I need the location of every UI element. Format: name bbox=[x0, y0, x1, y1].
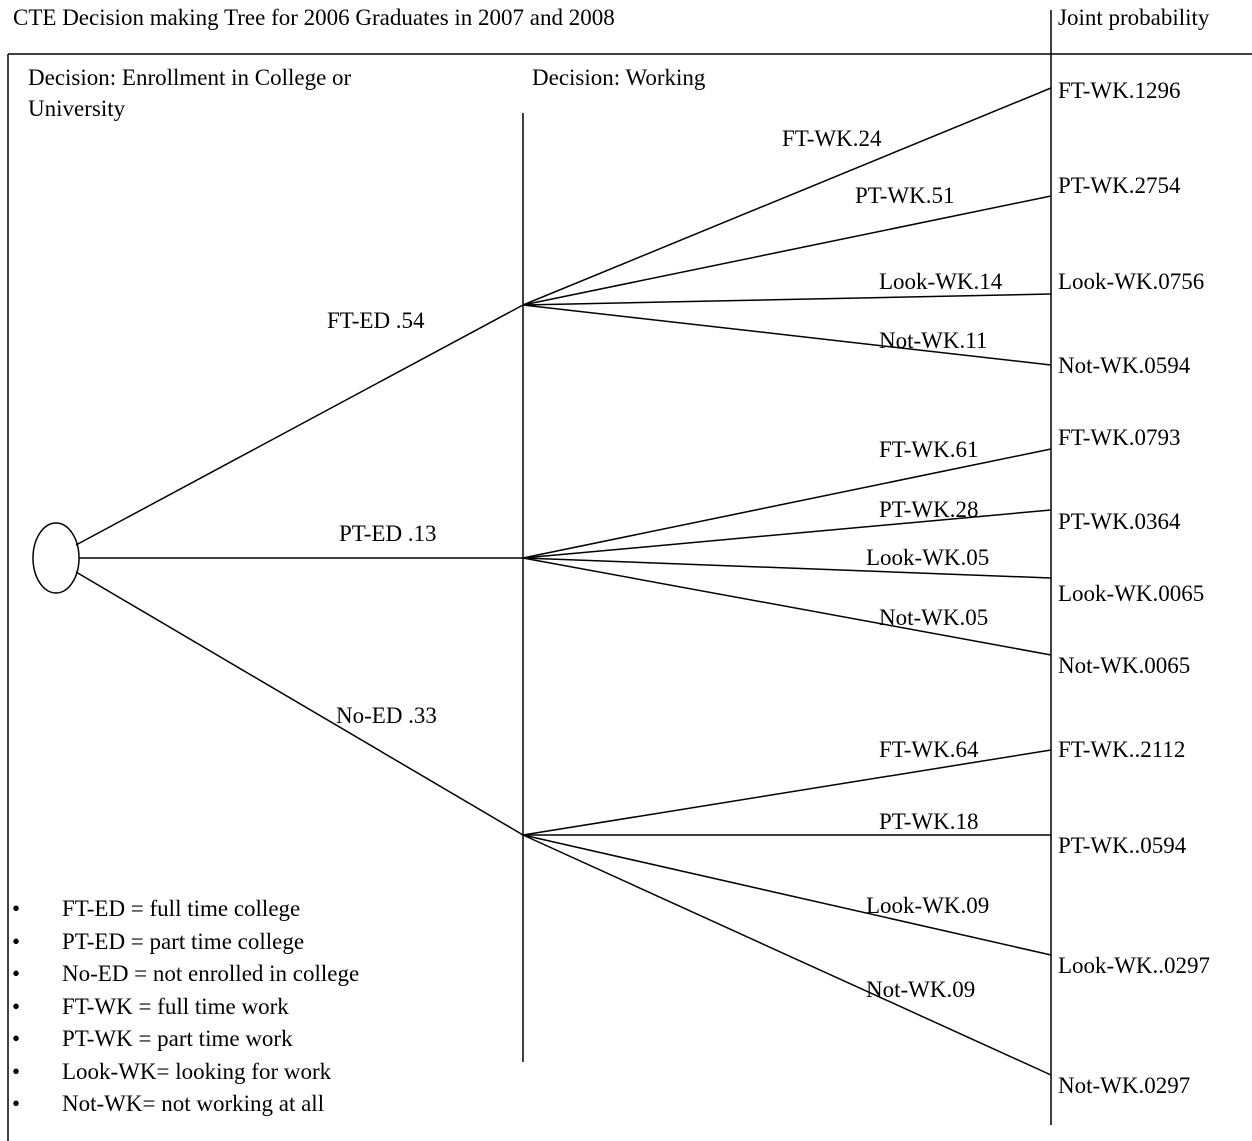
sub-label-pt-ed-pt-wk: PT-WK.28 bbox=[879, 497, 978, 522]
pt-ed-ft-wk-line bbox=[522, 448, 1052, 559]
pt-ed-pt-wk-line bbox=[522, 509, 1052, 559]
sub-label-no-ed-ft-wk: FT-WK.64 bbox=[879, 737, 979, 762]
pt-ed-not-wk-line bbox=[522, 557, 1052, 656]
ft-ed-ft-wk-line bbox=[522, 87, 1052, 306]
ft-ed-pt-wk-line bbox=[522, 195, 1052, 306]
joint-pt-ed-look-wk: Look-WK.0065 bbox=[1058, 581, 1204, 606]
sub-label-ft-ed-not-wk: Not-WK.11 bbox=[879, 328, 987, 353]
sub-label-no-ed-pt-wk: PT-WK.18 bbox=[879, 809, 978, 834]
joint-ft-ed-look-wk: Look-WK.0756 bbox=[1058, 269, 1204, 294]
joint-probability-header: Joint probability bbox=[1058, 5, 1210, 30]
root-node bbox=[32, 522, 80, 594]
joint-no-ed-look-wk: Look-WK..0297 bbox=[1058, 953, 1210, 978]
sub-label-pt-ed-look-wk: Look-WK.05 bbox=[866, 545, 989, 570]
joint-no-ed-pt-wk: PT-WK..0594 bbox=[1058, 833, 1187, 858]
ft-ed-not-wk-line bbox=[522, 304, 1052, 366]
enrollment-decision-header-line1: Decision: Enrollment in College or bbox=[28, 65, 352, 90]
branch-label-ft-ed: FT-ED .54 bbox=[327, 308, 425, 333]
no-ed-look-wk-line bbox=[522, 834, 1052, 956]
sub-label-pt-ed-not-wk: Not-WK.05 bbox=[879, 605, 988, 630]
legend-item: FT-ED = full time college bbox=[12, 893, 359, 926]
diagram-title: CTE Decision making Tree for 2006 Gradua… bbox=[13, 5, 615, 30]
sub-label-no-ed-look-wk: Look-WK.09 bbox=[866, 893, 989, 918]
sub-label-pt-ed-ft-wk: FT-WK.61 bbox=[879, 437, 978, 462]
legend-item: Look-WK= looking for work bbox=[12, 1056, 359, 1089]
pt-ed-look-wk-line bbox=[522, 557, 1052, 579]
sub-label-ft-ed-look-wk: Look-WK.14 bbox=[879, 269, 1003, 294]
ft-ed-look-wk-line bbox=[522, 293, 1052, 306]
joint-pt-ed-pt-wk: PT-WK.0364 bbox=[1058, 509, 1181, 534]
legend-item: PT-ED = part time college bbox=[12, 926, 359, 959]
joint-ft-ed-ft-wk: FT-WK.1296 bbox=[1058, 78, 1180, 103]
sub-label-no-ed-not-wk: Not-WK.09 bbox=[866, 977, 975, 1002]
ft-ed-branch-line bbox=[75, 304, 524, 546]
sub-label-ft-ed-pt-wk: PT-WK.51 bbox=[855, 183, 954, 208]
abbreviation-legend: FT-ED = full time college PT-ED = part t… bbox=[12, 893, 359, 1121]
legend-item: FT-WK = full time work bbox=[12, 991, 359, 1024]
no-ed-branch-line bbox=[75, 571, 524, 836]
legend-item: Not-WK= not working at all bbox=[12, 1088, 359, 1121]
joint-ft-ed-pt-wk: PT-WK.2754 bbox=[1058, 173, 1181, 198]
joint-pt-ed-not-wk: Not-WK.0065 bbox=[1058, 653, 1190, 678]
sub-label-ft-ed-ft-wk: FT-WK.24 bbox=[782, 126, 882, 151]
joint-ft-ed-not-wk: Not-WK.0594 bbox=[1058, 353, 1191, 378]
no-ed-not-wk-line bbox=[522, 834, 1052, 1076]
legend-item: No-ED = not enrolled in college bbox=[12, 958, 359, 991]
enrollment-decision-header-line2: University bbox=[28, 96, 126, 121]
legend-item: PT-WK = part time work bbox=[12, 1023, 359, 1056]
joint-no-ed-ft-wk: FT-WK..2112 bbox=[1058, 737, 1185, 762]
no-ed-ft-wk-line bbox=[522, 749, 1052, 836]
working-decision-header: Decision: Working bbox=[532, 65, 706, 90]
joint-pt-ed-ft-wk: FT-WK.0793 bbox=[1058, 425, 1180, 450]
joint-no-ed-not-wk: Not-WK.0297 bbox=[1058, 1073, 1190, 1098]
branch-label-pt-ed: PT-ED .13 bbox=[339, 521, 437, 546]
branch-label-no-ed: No-ED .33 bbox=[336, 703, 437, 728]
